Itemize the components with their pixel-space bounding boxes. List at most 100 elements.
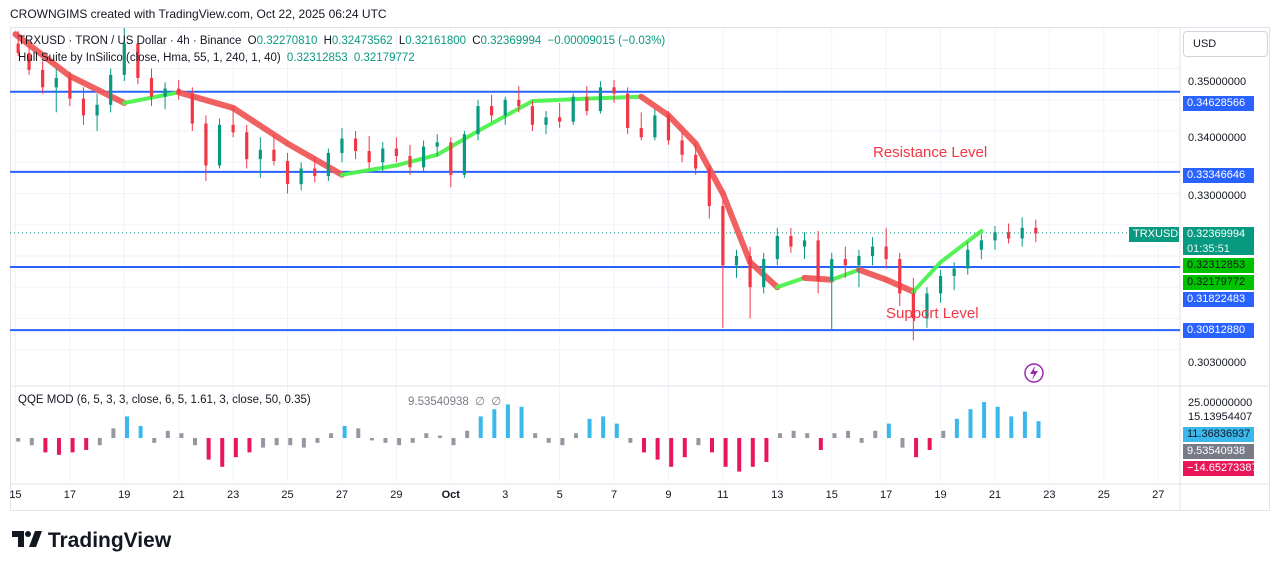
hull-segment — [175, 89, 237, 111]
indicator-value-1: 0.32312853 — [286, 52, 348, 64]
candle-body — [408, 156, 412, 168]
close-value: 0.32369994 — [480, 35, 542, 47]
oscillator-bar — [261, 438, 266, 448]
time-axis-label: 27 — [335, 489, 349, 501]
oscillator-bar — [478, 416, 483, 438]
currency-selector[interactable]: USD — [1183, 31, 1268, 57]
candle-body — [857, 255, 861, 266]
candle-body — [285, 161, 290, 185]
level-tag-4: 0.30812880 — [1183, 323, 1254, 338]
time-axis-label: 21 — [172, 489, 185, 501]
support-annotation: Support Level — [886, 305, 979, 322]
candle-body — [544, 117, 548, 125]
oscillator-bar — [764, 438, 769, 462]
oscillator-bar — [424, 433, 429, 438]
oscillator-bar — [982, 402, 987, 438]
candle-body — [517, 99, 521, 107]
oscillator-bar — [16, 438, 21, 442]
oscillator-value: 9.53540938 — [408, 396, 469, 408]
oscillator-bar — [369, 438, 374, 441]
candle-body — [680, 140, 684, 155]
indicator-label[interactable]: Hull Suite by InSilico (close, Hma, 55, … — [18, 52, 281, 64]
time-axis-label: Oct — [441, 489, 460, 501]
time-axis-label: 23 — [226, 489, 240, 501]
oscillator-bar — [710, 438, 714, 453]
hull-segment — [855, 266, 890, 283]
oscillator-bar — [682, 438, 687, 458]
oscillator-bar — [410, 438, 415, 443]
candle-body — [775, 235, 779, 260]
osc-tag-b: 9.53540938 — [1183, 444, 1254, 459]
ohlc-legend: TRXUSD · TRON / US Dollar · 4h · Binance… — [18, 35, 668, 47]
hull-segment — [12, 31, 73, 80]
candle-body — [476, 106, 480, 135]
oscillator-bar — [505, 404, 510, 438]
oscillator-bar — [70, 438, 75, 453]
oscillator-bar — [546, 438, 551, 443]
candle-body — [558, 117, 562, 122]
candle-body — [966, 249, 970, 269]
oscillator-label[interactable]: QQE MOD (6, 5, 3, 3, close, 6, 5, 1.61, … — [18, 394, 311, 406]
hull-segment — [66, 73, 128, 106]
candle-body — [272, 149, 276, 162]
candle-body — [626, 93, 630, 128]
candle-body — [381, 148, 385, 163]
candle-body — [1006, 232, 1011, 239]
candle-body — [122, 43, 126, 75]
candle-body — [530, 106, 535, 125]
last-price-tag: 0.32369994 01:35:51 — [1183, 227, 1254, 255]
time-axis-label: 13 — [771, 489, 784, 501]
time-axis-label: 19 — [118, 489, 131, 501]
candle-body — [313, 168, 317, 177]
oscillator-bar — [206, 438, 211, 460]
candle-body — [81, 98, 86, 116]
tradingview-logo-text: TradingView — [47, 529, 172, 552]
time-axis-label: 19 — [934, 489, 947, 501]
oscillator-bar — [737, 438, 742, 472]
hull-segment — [665, 112, 699, 147]
oscillator-bar — [655, 438, 660, 460]
countdown-value: 01:35:51 — [1187, 243, 1230, 255]
candle-body — [449, 142, 453, 175]
high-value: 0.32473562 — [331, 35, 393, 47]
price-tick: 0.35000000 — [1188, 76, 1247, 88]
level-tag-3: 0.31822483 — [1183, 292, 1254, 307]
candle-body — [653, 115, 657, 138]
candle-body — [938, 275, 943, 294]
time-axis-label: 25 — [1097, 489, 1110, 501]
candle-body — [367, 151, 371, 163]
oscillator-values: 9.53540938 ∅ ∅ — [408, 394, 504, 408]
osc-tag-c: −14.65273387 — [1183, 461, 1258, 476]
hull-segment — [394, 152, 440, 168]
candle-body — [258, 149, 262, 160]
time-axis-label: 15 — [825, 489, 838, 501]
candle-body — [326, 152, 330, 177]
time-axis-label: 5 — [556, 489, 563, 501]
tradingview-logo[interactable]: TradingView — [12, 529, 171, 553]
oscillator-bar — [914, 438, 919, 458]
oscillator-bar — [791, 430, 796, 438]
candle-body — [54, 77, 58, 88]
candle-body — [149, 77, 154, 97]
oscillator-bar — [750, 438, 755, 467]
candle-body — [1020, 227, 1024, 239]
last-price-value: 0.32369994 — [1187, 228, 1246, 240]
candle-body — [843, 259, 847, 266]
oscillator-bar — [97, 438, 102, 446]
time-axis-label: 7 — [610, 489, 618, 501]
candle-body — [16, 43, 20, 53]
hull-segment — [911, 260, 943, 294]
hull-segment — [530, 96, 589, 104]
candle-body — [163, 88, 167, 97]
oscillator-bar — [886, 423, 891, 438]
symbol-label[interactable]: TRXUSD · TRON / US Dollar · 4h · Binance — [18, 35, 242, 47]
oscillator-bar — [397, 438, 402, 446]
oscillator-bar — [573, 433, 578, 438]
candle-body — [585, 96, 589, 112]
candle-body — [340, 138, 344, 153]
chart-frame — [10, 27, 1270, 511]
oscillator-bar — [533, 433, 538, 438]
oscillator-bar — [220, 438, 225, 467]
candle-body — [245, 132, 249, 160]
